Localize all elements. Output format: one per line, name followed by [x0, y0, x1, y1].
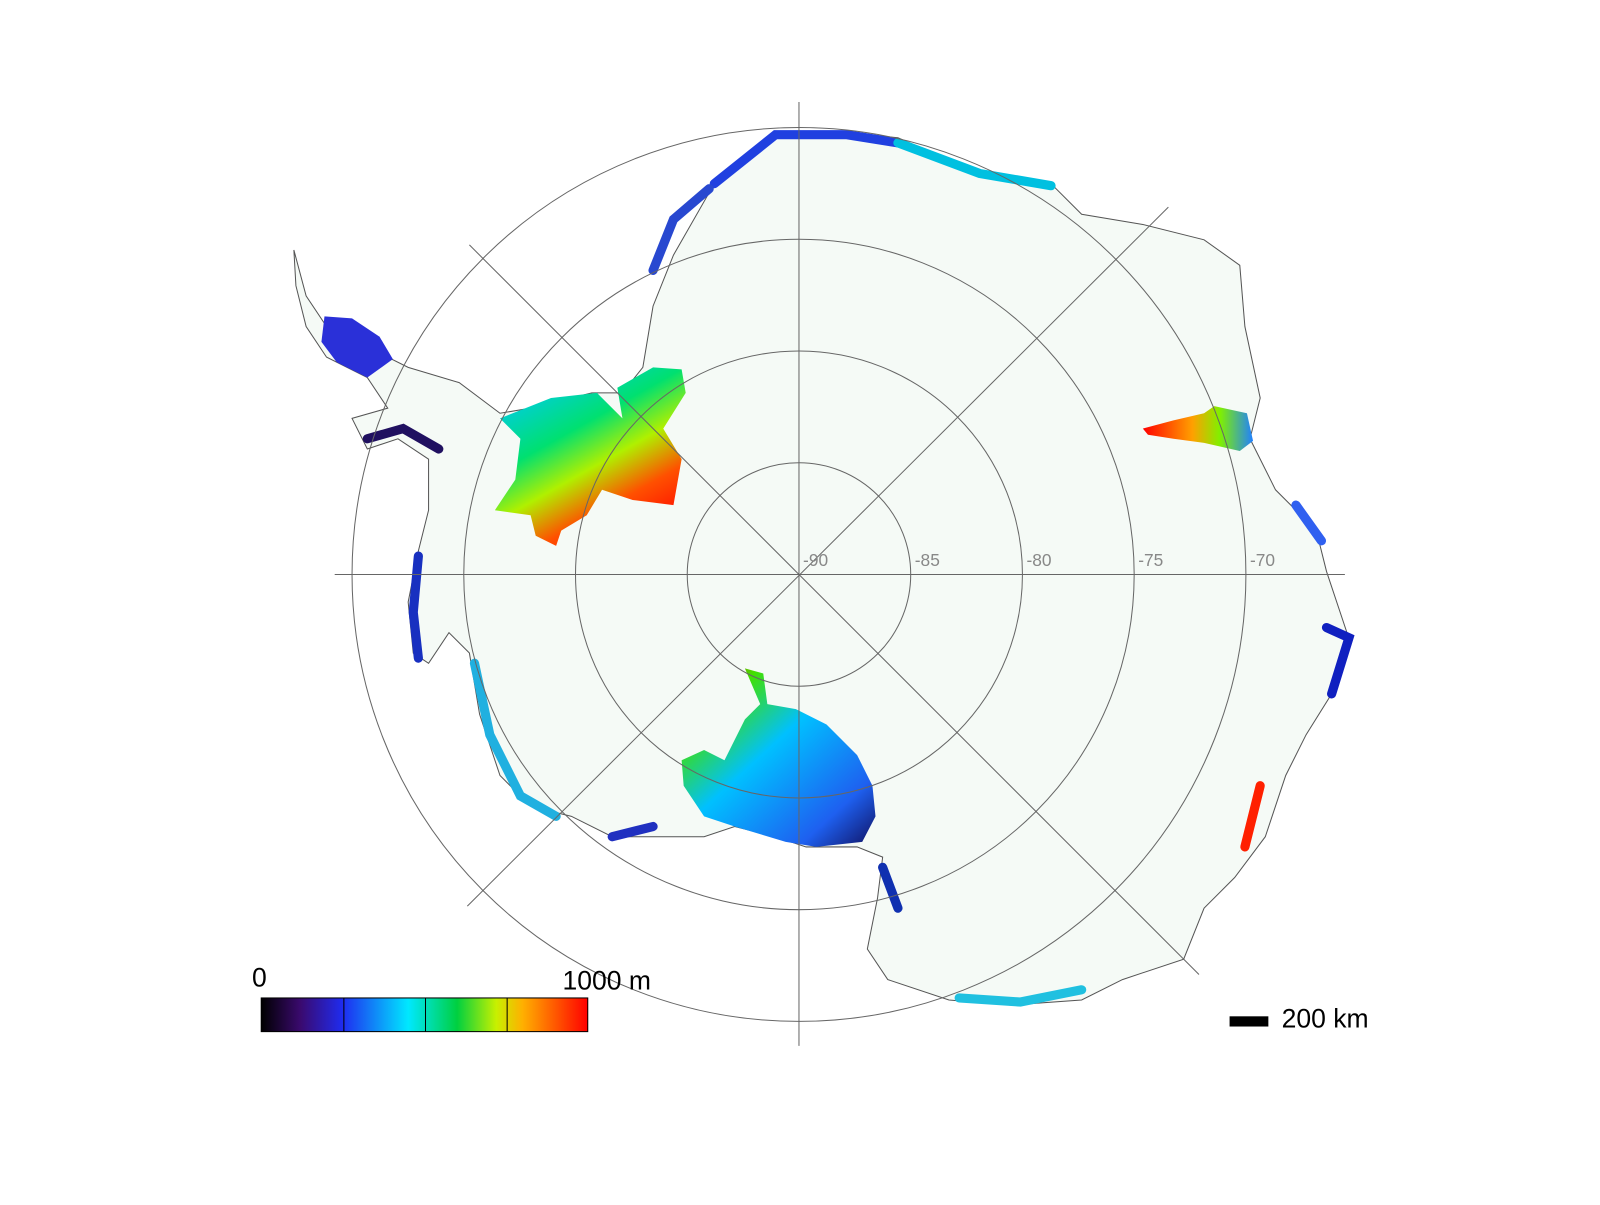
coastal-ice: [1321, 622, 1355, 699]
meridian: [466, 206, 1169, 907]
latitude-circle: [574, 350, 1023, 799]
latitude-labels: -90 -85 -80 -75 -70: [803, 550, 1275, 570]
scale-bar-label: 200 km: [1282, 1003, 1369, 1033]
larsen-ice-shelf: [321, 316, 393, 378]
latitude-circle: [686, 462, 912, 687]
coastal-ice: [408, 551, 423, 663]
scale-bar: [1229, 1016, 1269, 1027]
latitude-circle: [463, 238, 1135, 911]
coastal-ice: [893, 138, 1056, 191]
coastal-ice: [1291, 500, 1327, 546]
map-body: -90 -85 -80 -75 -70 0 1000 m 200 km: [252, 102, 1369, 1046]
coastal-ice: [954, 985, 1087, 1007]
coastal-ice: [709, 130, 903, 189]
latitude-label: -80: [1027, 550, 1052, 570]
meridian: [469, 244, 1200, 975]
graticule: [334, 102, 1345, 1046]
latitude-label: -90: [803, 550, 828, 570]
coastal-ice: [362, 423, 444, 454]
latitude-circle: [351, 127, 1247, 1022]
latitude-label: -70: [1250, 550, 1275, 570]
colorbar: [260, 997, 589, 1033]
ronne-filchner-ice-shelf: [494, 367, 686, 546]
coastal-ice: [1240, 781, 1265, 852]
coastal-ice: [469, 658, 561, 821]
colorbar-min-label: 0: [252, 963, 267, 993]
coastal-ice: [878, 862, 903, 913]
colorbar-max-label: 1000 m: [563, 966, 651, 996]
latitude-label: -85: [915, 550, 940, 570]
ross-ice-shelf: [681, 668, 876, 847]
latitude-label: -75: [1138, 550, 1163, 570]
coastal-ice: [607, 821, 658, 842]
coastal-ice: [648, 184, 714, 275]
